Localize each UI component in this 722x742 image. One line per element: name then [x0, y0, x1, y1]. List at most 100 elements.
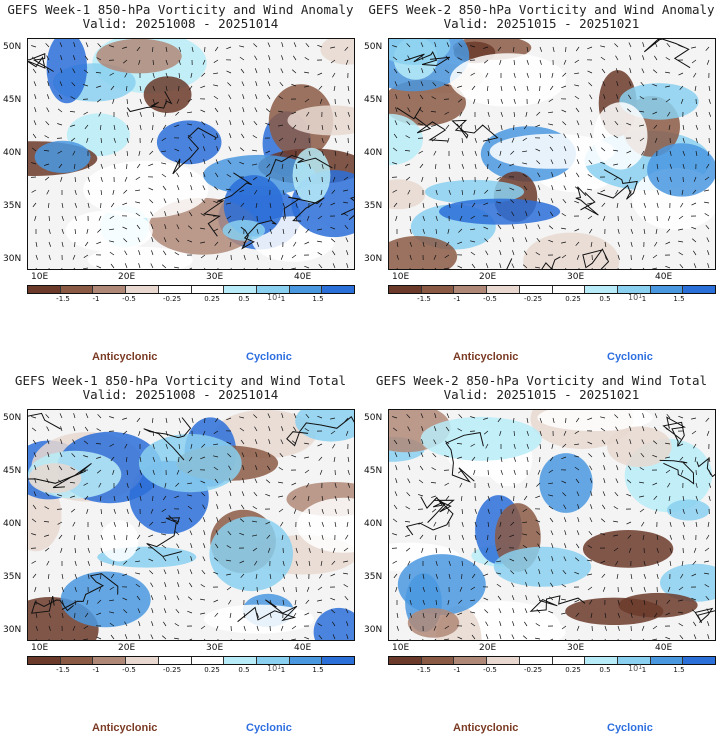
- wind-vector: [59, 42, 63, 48]
- wind-vector: [422, 215, 425, 221]
- wind-vector: [317, 623, 323, 627]
- wind-vector: [60, 55, 63, 61]
- colorbar-swatch: [552, 657, 586, 664]
- wind-vector: [652, 111, 658, 115]
- wind-vector: [73, 42, 76, 48]
- wind-vector: [669, 163, 673, 169]
- wind-vector: [707, 621, 710, 627]
- wind-vector: [48, 267, 50, 269]
- wind-vector: [419, 94, 424, 100]
- wind-vector: [227, 159, 232, 165]
- wind-vector: [74, 547, 76, 554]
- wind-vector: [626, 521, 632, 525]
- wind-vector: [100, 137, 102, 144]
- wind-vector: [74, 189, 77, 195]
- wind-vector: [470, 586, 476, 590]
- wind-vector: [255, 465, 258, 471]
- wind-vector: [44, 534, 50, 537]
- wind-vector: [213, 455, 219, 458]
- wind-vector: [420, 81, 424, 87]
- wind-vector: [393, 68, 398, 74]
- wind-vector: [641, 68, 645, 74]
- y-tick-label: 30N: [364, 625, 383, 635]
- wind-vector: [574, 186, 580, 191]
- wind-vector: [176, 543, 180, 549]
- wind-vector: [48, 612, 52, 618]
- wind-vector: [215, 172, 219, 178]
- wind-vector: [500, 124, 503, 130]
- wind-vector: [161, 508, 167, 512]
- wind-vector: [122, 226, 128, 230]
- wind-vector: [213, 557, 219, 562]
- wind-vector: [291, 625, 297, 630]
- wind-vector: [307, 495, 310, 501]
- wind-vector: [243, 241, 246, 247]
- wind-vector: [346, 521, 349, 527]
- wind-vector: [549, 517, 554, 523]
- wind-vector: [485, 443, 489, 449]
- wind-vector: [35, 254, 38, 260]
- wind-vector: [590, 504, 593, 510]
- wind-vector: [522, 137, 528, 141]
- wind-vector: [496, 560, 502, 563]
- wind-vector: [708, 111, 712, 117]
- wind-vector: [615, 189, 619, 195]
- wind-vector: [642, 638, 645, 640]
- wind-vector: [57, 108, 63, 113]
- wind-vector: [320, 189, 323, 195]
- wind-vector: [35, 638, 37, 640]
- wind-vector: [124, 263, 128, 269]
- wind-vector: [470, 240, 476, 243]
- wind-vector: [58, 465, 63, 471]
- wind-vector: [682, 521, 686, 527]
- wind-vector: [304, 428, 310, 432]
- colorbar-swatch: [487, 286, 520, 293]
- wind-vector: [643, 573, 647, 579]
- wind-vector: [70, 508, 76, 513]
- wind-vector: [161, 137, 167, 141]
- wind-vector: [46, 107, 50, 113]
- wind-vector: [344, 46, 349, 51]
- wind-vector: [34, 215, 37, 221]
- wind-vector: [188, 517, 193, 523]
- wind-vector: [551, 172, 554, 178]
- wind-vector: [564, 638, 567, 640]
- wind-vector: [100, 547, 103, 553]
- wind-vector: [589, 478, 593, 484]
- wind-vector: [708, 469, 711, 475]
- y-tick-label: 50N: [3, 413, 22, 423]
- wind-vector: [630, 638, 632, 640]
- wind-vector: [537, 172, 541, 178]
- wind-vector: [587, 586, 593, 591]
- wind-vector: [421, 68, 424, 74]
- wind-vector: [256, 228, 259, 234]
- wind-vector: [487, 521, 490, 527]
- wind-vector: [343, 560, 349, 563]
- wind-vector: [669, 150, 672, 156]
- wind-vector: [695, 111, 698, 117]
- wind-vector: [474, 163, 477, 169]
- wind-vector: [176, 469, 180, 475]
- wind-vector: [667, 482, 671, 488]
- wind-vector: [136, 224, 141, 230]
- wind-vector: [693, 250, 697, 256]
- vorticity-region: [523, 232, 620, 269]
- wind-vector: [525, 211, 528, 217]
- coastline: [237, 599, 298, 623]
- wind-vector: [318, 634, 323, 640]
- wind-vector: [252, 547, 258, 552]
- wind-vector: [487, 469, 489, 476]
- wind-vector: [241, 133, 245, 139]
- colorbar-tick: -0.25: [162, 295, 182, 303]
- wind-vector: [226, 586, 232, 591]
- wind-vector: [509, 558, 515, 562]
- wind-vector: [434, 534, 437, 540]
- wind-vector: [537, 185, 541, 191]
- panel-week2-total: GEFS Week-2 850-hPa Vorticity and Wind T…: [361, 371, 722, 742]
- wind-vector: [474, 124, 477, 130]
- wind-vector: [395, 586, 398, 592]
- coastline: [662, 416, 686, 447]
- wind-vector: [188, 456, 193, 462]
- wind-vector: [614, 491, 619, 497]
- wind-vector: [126, 124, 130, 130]
